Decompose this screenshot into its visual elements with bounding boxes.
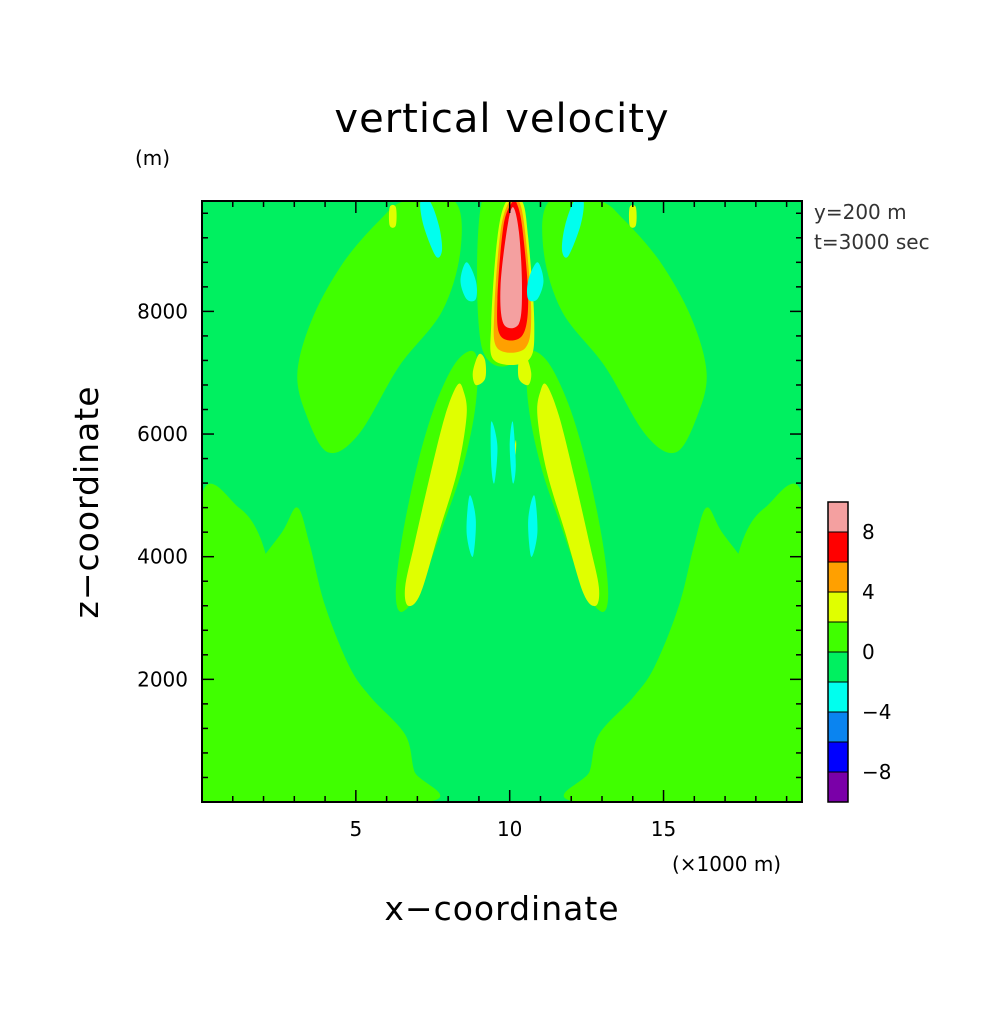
plot-area <box>202 201 802 802</box>
colorbar-segment <box>827 501 849 533</box>
y-tick-label: 6000 <box>137 422 188 446</box>
y-axis-label: z−coordinate <box>67 386 106 619</box>
time-annotation: t=3000 sec <box>814 230 930 254</box>
y-unit-label: (m) <box>135 146 170 170</box>
contour-region-lower-right-bubble <box>678 737 732 787</box>
colorbar-segment <box>827 741 849 773</box>
colorbar-segment <box>827 711 849 743</box>
colorbar-label: 8 <box>862 520 875 544</box>
chart-title: vertical velocity <box>334 96 669 142</box>
contour-region-central-core-pink <box>500 207 522 329</box>
colorbar-segment <box>827 681 849 713</box>
contour-region-left-central-cyan <box>460 262 477 302</box>
colorbar-label: −8 <box>862 760 891 784</box>
axis-ticks: 5 10 15 2000 4000 6000 8000 <box>137 201 802 841</box>
x-axis-label: x−coordinate <box>384 889 619 928</box>
contour-region-left-upper-band <box>297 201 462 454</box>
contour-region-left-mid-cyan <box>490 421 498 484</box>
contour-region-right-lower-cyan <box>528 495 538 557</box>
y-tick-label: 2000 <box>137 667 188 691</box>
contour-region-right-mid-cyan <box>509 421 516 484</box>
colorbar-segment <box>827 771 849 803</box>
colorbar-frame <box>827 501 849 803</box>
contour-region-upper-right-cyan <box>561 201 584 258</box>
colorbar-segment <box>827 621 849 653</box>
contour-region-left-diagonal-core <box>404 383 467 607</box>
colorbar-segment <box>827 591 849 623</box>
y-tick-label: 8000 <box>137 299 188 323</box>
colorbar-segment <box>827 531 849 563</box>
contour-region-left-mid-blob <box>472 353 487 386</box>
x-tick-label: 15 <box>651 817 676 841</box>
colorbar-segment <box>827 651 849 683</box>
y-tick-label: 4000 <box>137 545 188 569</box>
colorbar: 8 4 0 −4 −8 <box>827 501 891 803</box>
contour-region-right-upper-band <box>542 201 707 454</box>
contour-region-left-lower-cyan <box>466 495 476 557</box>
contour-region-right-lower-edge-tongue <box>730 483 802 698</box>
colorbar-label: 4 <box>862 580 875 604</box>
x-tick-label: 5 <box>349 817 362 841</box>
contour-region-upper-left-cyan <box>420 201 443 258</box>
contour-region-right-diagonal-core <box>537 383 600 607</box>
plot-frame <box>201 200 803 803</box>
colorbar-label: −4 <box>862 700 891 724</box>
colorbar-segment <box>827 561 849 593</box>
contour-region-left-top-speck <box>388 204 397 228</box>
y-position-annotation: y=200 m <box>814 200 907 224</box>
contour-region-right-central-cyan <box>527 262 544 302</box>
contour-region-right-top-speck <box>628 204 637 228</box>
x-unit-label: (×1000 m) <box>672 852 781 876</box>
x-tick-label: 10 <box>497 817 522 841</box>
colorbar-label: 0 <box>862 640 875 664</box>
contour-region-left-lower-edge-tongue <box>202 483 274 698</box>
contour-region-lower-left-bubble <box>272 737 326 787</box>
